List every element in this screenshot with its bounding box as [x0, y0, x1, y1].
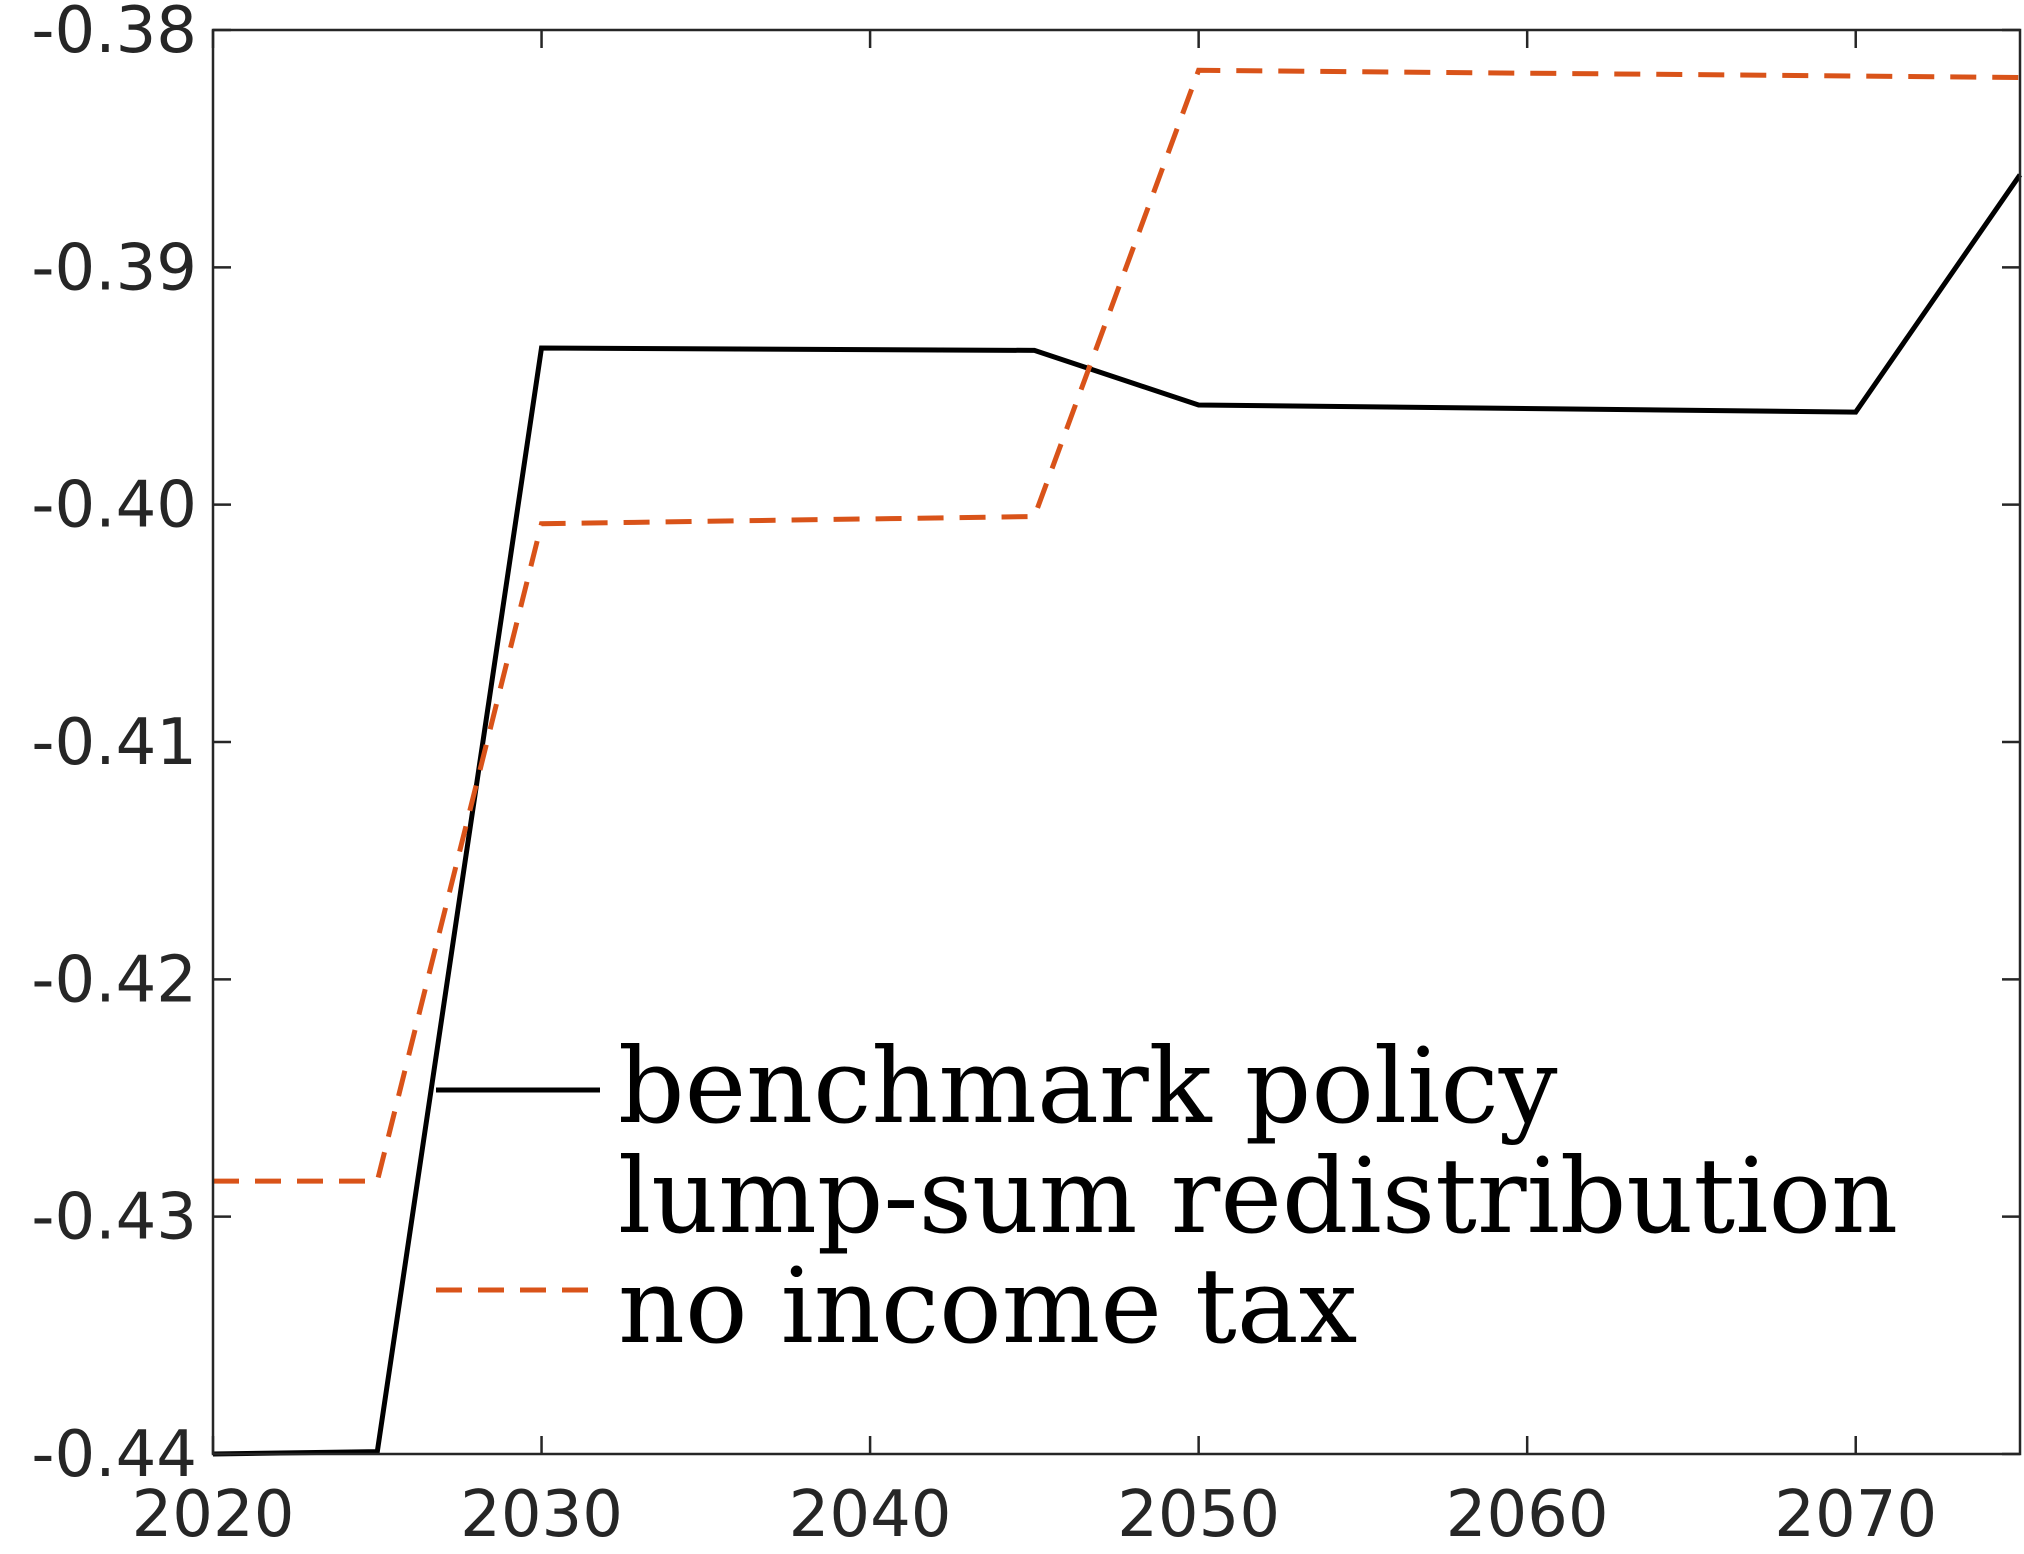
x-tick-label: 2040 — [789, 1478, 952, 1552]
legend-label-2: no income tax — [618, 1245, 1357, 1367]
x-tick-label: 2060 — [1446, 1478, 1609, 1552]
x-tick-label: 2020 — [132, 1478, 295, 1552]
y-tick-label: -0.42 — [31, 943, 197, 1017]
y-tick-label: -0.40 — [31, 469, 197, 543]
y-tick-label: -0.43 — [31, 1181, 197, 1255]
axes-layer: 2020 2030 2040 2050 2060 2070 -0.38 -0.39 -0.40 -… — [31, 0, 2022, 1552]
series-line-2 — [213, 67, 2021, 1184]
y-tick-label: -0.41 — [31, 706, 197, 780]
x-tick-label: 2030 — [460, 1478, 623, 1552]
series-layer — [212, 67, 2023, 1457]
x-tick-label: 2050 — [1117, 1478, 1280, 1552]
legend-label-1: lump-sum redistribution — [618, 1135, 1898, 1257]
series-line-0 — [212, 173, 2023, 1457]
y-tick-label: -0.44 — [31, 1418, 197, 1492]
y-tick-label: -0.38 — [31, 0, 197, 68]
x-tick-label: 2070 — [1774, 1478, 1937, 1552]
legend-label-0: benchmark policy — [618, 1025, 1558, 1147]
y-tick-label: -0.39 — [31, 231, 197, 305]
